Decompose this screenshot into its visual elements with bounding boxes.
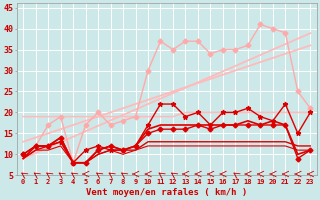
- X-axis label: Vent moyen/en rafales ( km/h ): Vent moyen/en rafales ( km/h ): [86, 188, 247, 197]
